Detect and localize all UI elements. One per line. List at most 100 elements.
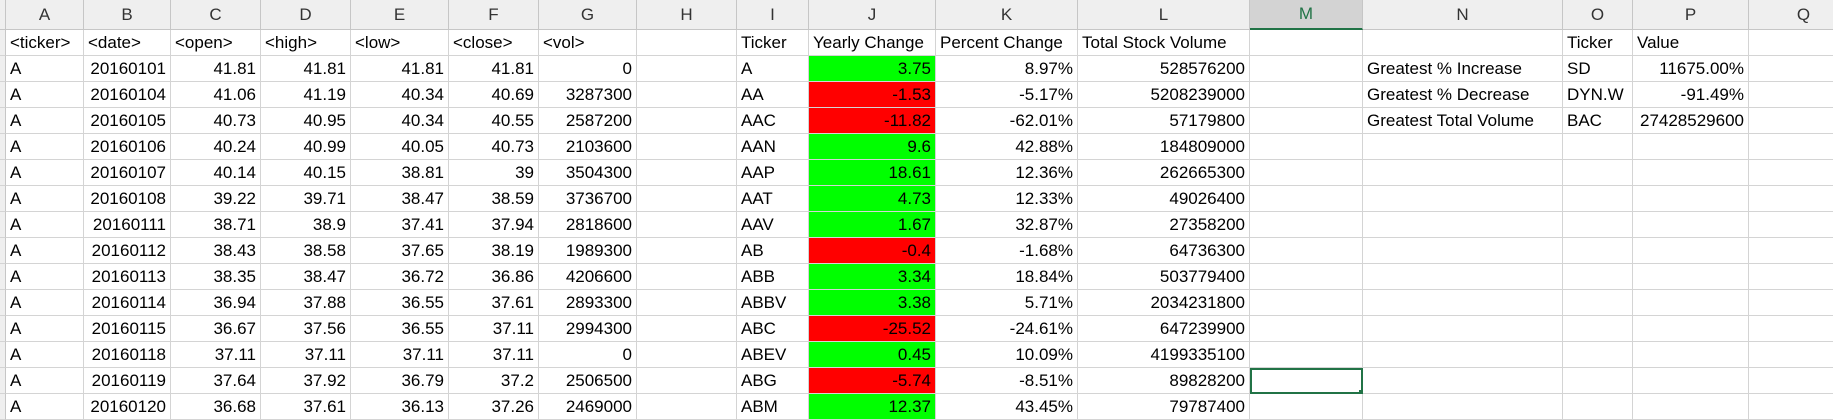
cell-g2[interactable]: 0	[539, 56, 637, 82]
cell-f6[interactable]: 39	[449, 160, 539, 186]
row-header[interactable]	[0, 108, 6, 134]
cell-d1[interactable]: <high>	[261, 30, 351, 56]
cell-i14[interactable]: ABG	[737, 368, 809, 394]
row-header[interactable]	[0, 212, 6, 238]
cell-q6[interactable]	[1749, 160, 1833, 186]
cell-p6[interactable]	[1633, 160, 1749, 186]
cell-m2[interactable]	[1250, 56, 1363, 82]
cell-k7[interactable]: 12.33%	[936, 186, 1078, 212]
cell-q5[interactable]	[1749, 134, 1833, 160]
cell-l2[interactable]: 528576200	[1078, 56, 1250, 82]
cell-h14[interactable]	[637, 368, 737, 394]
cell-e6[interactable]: 38.81	[351, 160, 449, 186]
cell-f9[interactable]: 38.19	[449, 238, 539, 264]
cell-k9[interactable]: -1.68%	[936, 238, 1078, 264]
cell-q8[interactable]	[1749, 212, 1833, 238]
cell-d4[interactable]: 40.95	[261, 108, 351, 134]
cell-l15[interactable]: 79787400	[1078, 394, 1250, 420]
cell-g3[interactable]: 3287300	[539, 82, 637, 108]
cell-g1[interactable]: <vol>	[539, 30, 637, 56]
column-header-a[interactable]: A	[6, 0, 84, 30]
cell-d8[interactable]: 38.9	[261, 212, 351, 238]
cell-f15[interactable]: 37.26	[449, 394, 539, 420]
cell-c8[interactable]: 38.71	[171, 212, 261, 238]
cell-k4[interactable]: -62.01%	[936, 108, 1078, 134]
cell-j8[interactable]: 1.67	[809, 212, 936, 238]
cell-k8[interactable]: 32.87%	[936, 212, 1078, 238]
cell-c7[interactable]: 39.22	[171, 186, 261, 212]
cell-l5[interactable]: 184809000	[1078, 134, 1250, 160]
cell-b11[interactable]: 20160114	[84, 290, 171, 316]
cell-c11[interactable]: 36.94	[171, 290, 261, 316]
cell-m15[interactable]	[1250, 394, 1363, 420]
cell-m7[interactable]	[1250, 186, 1363, 212]
cell-j10[interactable]: 3.34	[809, 264, 936, 290]
cell-a14[interactable]: A	[6, 368, 84, 394]
cell-j9[interactable]: -0.4	[809, 238, 936, 264]
cell-e10[interactable]: 36.72	[351, 264, 449, 290]
cell-a1[interactable]: <ticker>	[6, 30, 84, 56]
cell-a12[interactable]: A	[6, 316, 84, 342]
cell-j5[interactable]: 9.6	[809, 134, 936, 160]
cell-e14[interactable]: 36.79	[351, 368, 449, 394]
cell-b3[interactable]: 20160104	[84, 82, 171, 108]
column-header-m[interactable]: M	[1250, 0, 1363, 30]
cell-b10[interactable]: 20160113	[84, 264, 171, 290]
row-header[interactable]	[0, 342, 6, 368]
cell-c2[interactable]: 41.81	[171, 56, 261, 82]
cell-k15[interactable]: 43.45%	[936, 394, 1078, 420]
cell-n3[interactable]: Greatest % Decrease	[1363, 82, 1563, 108]
cell-m6[interactable]	[1250, 160, 1363, 186]
cell-j12[interactable]: -25.52	[809, 316, 936, 342]
cell-e11[interactable]: 36.55	[351, 290, 449, 316]
cell-e15[interactable]: 36.13	[351, 394, 449, 420]
cell-j14[interactable]: -5.74	[809, 368, 936, 394]
cell-m4[interactable]	[1250, 108, 1363, 134]
row-header[interactable]	[0, 316, 6, 342]
cell-l8[interactable]: 27358200	[1078, 212, 1250, 238]
cell-m14[interactable]	[1250, 368, 1363, 394]
cell-n2[interactable]: Greatest % Increase	[1363, 56, 1563, 82]
cell-k3[interactable]: -5.17%	[936, 82, 1078, 108]
cell-h3[interactable]	[637, 82, 737, 108]
cell-e4[interactable]: 40.34	[351, 108, 449, 134]
cell-d9[interactable]: 38.58	[261, 238, 351, 264]
cell-d13[interactable]: 37.11	[261, 342, 351, 368]
cell-c4[interactable]: 40.73	[171, 108, 261, 134]
cell-o11[interactable]	[1563, 290, 1633, 316]
cell-m5[interactable]	[1250, 134, 1363, 160]
cell-m10[interactable]	[1250, 264, 1363, 290]
cell-i13[interactable]: ABEV	[737, 342, 809, 368]
row-header[interactable]	[0, 264, 6, 290]
cell-i8[interactable]: AAV	[737, 212, 809, 238]
cell-l6[interactable]: 262665300	[1078, 160, 1250, 186]
cell-j2[interactable]: 3.75	[809, 56, 936, 82]
cell-a8[interactable]: A	[6, 212, 84, 238]
cell-o9[interactable]	[1563, 238, 1633, 264]
cell-d6[interactable]: 40.15	[261, 160, 351, 186]
cell-g10[interactable]: 4206600	[539, 264, 637, 290]
cell-c15[interactable]: 36.68	[171, 394, 261, 420]
column-header-q[interactable]: Q	[1749, 0, 1833, 30]
cell-i9[interactable]: AB	[737, 238, 809, 264]
cell-n11[interactable]	[1363, 290, 1563, 316]
cell-b14[interactable]: 20160119	[84, 368, 171, 394]
cell-m9[interactable]	[1250, 238, 1363, 264]
cell-e2[interactable]: 41.81	[351, 56, 449, 82]
cell-p12[interactable]	[1633, 316, 1749, 342]
cell-h8[interactable]	[637, 212, 737, 238]
cell-g4[interactable]: 2587200	[539, 108, 637, 134]
row-header[interactable]	[0, 186, 6, 212]
cell-b8[interactable]: 20160111	[84, 212, 171, 238]
cell-p1[interactable]: Value	[1633, 30, 1749, 56]
cell-m8[interactable]	[1250, 212, 1363, 238]
cell-b9[interactable]: 20160112	[84, 238, 171, 264]
cell-g15[interactable]: 2469000	[539, 394, 637, 420]
cell-o4[interactable]: BAC	[1563, 108, 1633, 134]
cell-c3[interactable]: 41.06	[171, 82, 261, 108]
cell-a6[interactable]: A	[6, 160, 84, 186]
cell-a4[interactable]: A	[6, 108, 84, 134]
cell-b4[interactable]: 20160105	[84, 108, 171, 134]
cell-c1[interactable]: <open>	[171, 30, 261, 56]
column-header-n[interactable]: N	[1363, 0, 1563, 30]
